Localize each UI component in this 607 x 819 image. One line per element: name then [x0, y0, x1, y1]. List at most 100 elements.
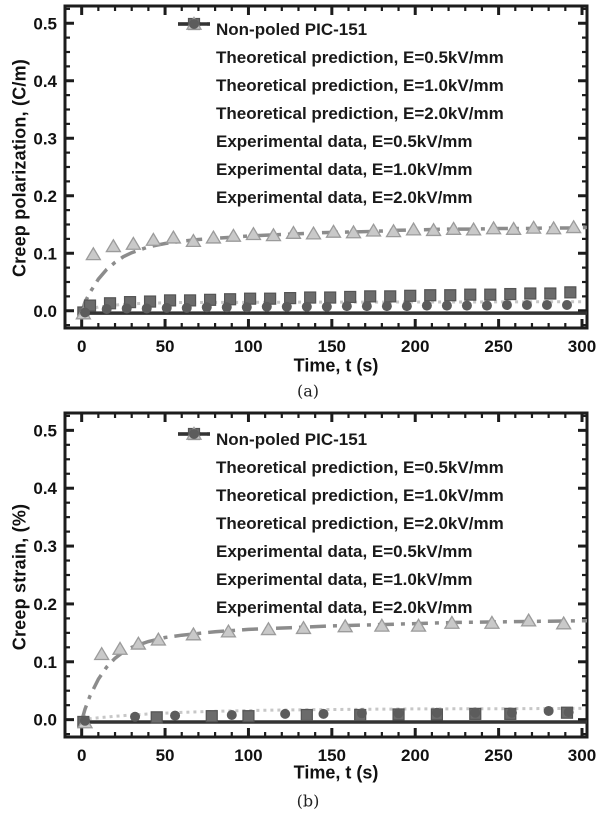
series-5	[80, 300, 572, 318]
square-marker	[384, 290, 397, 303]
triangle-marker	[130, 635, 147, 650]
circle-marker	[281, 301, 292, 312]
circle-marker	[381, 301, 392, 312]
x-tick-label: 250	[484, 337, 512, 356]
series-5	[80, 705, 574, 726]
square-marker-icon	[176, 17, 216, 150]
dotted-line-swatch-icon	[176, 22, 216, 66]
x-tick-label: 150	[318, 746, 346, 765]
legend-entry: Theoretical prediction, E=1.0kV/mm	[176, 432, 504, 510]
tick-labels: 0 50 100 150 200 250 300 0.0 0.1 0.2 0.3 0.4 0.5	[33, 14, 596, 356]
x-tick-label: 150	[318, 337, 346, 356]
square-marker	[324, 291, 337, 304]
legend-title: Non-poled PIC-151	[216, 430, 368, 449]
triangle-marker	[545, 220, 562, 235]
triangle-marker	[337, 618, 354, 633]
triangle-marker	[295, 620, 312, 635]
triangle-marker	[385, 223, 402, 238]
x-axis-label-b: Time, t (s)	[293, 762, 379, 783]
triangle-marker-icon	[176, 426, 216, 588]
triangle-marker	[105, 238, 122, 253]
circle-marker	[201, 302, 212, 313]
x-tick-label: 250	[484, 746, 512, 765]
legend-entry: Theoretical prediction, E=0.5kV/mm	[176, 22, 504, 72]
triangle-marker	[465, 221, 482, 236]
x-tick-label: 100	[234, 337, 262, 356]
chart-a-canvas: 0 50 100 150 200 250 300 0.0 0.1 0.2 0.3 0.4 0.5	[33, 4, 596, 356]
panel-b: 0 50 100 150 200 250 300 0.0 0.1 0.2 0.3 0.4 0.5 Non…	[0, 407, 607, 819]
legend-entry: Theoretical prediction, E=2.0kV/mm	[176, 22, 504, 128]
theory-line	[80, 618, 588, 722]
legend-label: Theoretical prediction, E=2.0kV/mm	[216, 514, 504, 533]
triangle-marker	[220, 623, 237, 638]
y-tick-label: 0.2	[33, 187, 57, 206]
y-tick-label: 0.0	[33, 711, 57, 730]
legend-title-row: Non-poled PIC-151	[176, 426, 504, 454]
triangle-marker	[425, 222, 442, 237]
square-marker	[304, 291, 317, 304]
legend-entry: Theoretical prediction, E=0.5kV/mm	[176, 432, 504, 482]
x-tick-label: 0	[77, 746, 86, 765]
triangle-marker	[85, 246, 102, 261]
triangle-marker	[555, 615, 572, 630]
x-tick-label: 300	[568, 746, 596, 765]
plot-area-1: 0 50 100 150 200 250 300 0.0 0.1 0.2 0.3 0.4 0.5	[33, 411, 596, 765]
y-tick-label: 0.1	[33, 653, 57, 672]
x-tick-label: 200	[401, 337, 429, 356]
y-axis-label-b: Creep strain, (%)	[9, 503, 30, 651]
square-marker	[464, 288, 477, 301]
legend-title-row: Non-poled PIC-151	[176, 16, 504, 44]
legend-label: Experimental data, E=0.5kV/mm	[216, 132, 473, 151]
triangle-marker	[565, 219, 582, 234]
triangle-marker-icon	[176, 16, 216, 178]
circle-marker	[356, 708, 367, 719]
circle-marker	[280, 708, 291, 719]
circle-marker	[301, 301, 312, 312]
circle-marker	[361, 301, 372, 312]
y-tick-label: 0.4	[33, 479, 57, 498]
circle-marker	[130, 711, 141, 722]
triangle-marker	[365, 222, 382, 237]
square-marker	[484, 288, 497, 301]
circle-marker-icon	[176, 19, 216, 206]
square-marker	[344, 290, 357, 304]
x-tick-label: 200	[401, 746, 429, 765]
x-tick-label: 50	[156, 337, 175, 356]
circle-marker	[161, 302, 172, 313]
plot-area-0: 0 50 100 150 200 250 300 0.0 0.1 0.2 0.3 0.4 0.5	[33, 4, 596, 356]
circle-marker	[541, 300, 552, 310]
triangle-marker	[505, 221, 522, 235]
y-tick-label: 0.4	[33, 72, 57, 91]
circle-marker	[101, 304, 112, 315]
square-marker	[444, 289, 457, 302]
triangle-marker	[260, 621, 277, 636]
y-tick-label: 0.3	[33, 129, 57, 148]
circle-marker	[80, 307, 91, 318]
y-tick-label: 0.5	[33, 14, 57, 33]
square-marker	[242, 710, 255, 723]
panel-a-caption: (a)	[296, 381, 320, 401]
square-marker-icon	[176, 427, 216, 560]
triangle-marker	[93, 646, 110, 661]
circle-marker	[421, 300, 432, 311]
tick-labels: 0 50 100 150 200 250 300 0.0 0.1 0.2 0.3 0.4 0.5	[33, 421, 596, 765]
legend-entry: Experimental data, E=0.5kV/mm	[176, 17, 504, 156]
square-marker	[150, 711, 163, 724]
legend-entry: Theoretical prediction, E=1.0kV/mm	[176, 22, 504, 100]
legend-entry: Theoretical prediction, E=2.0kV/mm	[176, 432, 504, 538]
triangle-marker	[145, 232, 162, 246]
square-marker	[544, 287, 557, 300]
circle-marker	[563, 707, 574, 718]
y-tick-label: 0.2	[33, 595, 57, 614]
y-tick-label: 0.5	[33, 421, 57, 440]
dash-dot-line-swatch-icon	[176, 22, 216, 94]
circle-marker	[393, 708, 404, 719]
circle-marker	[470, 707, 481, 718]
triangle-marker	[150, 631, 167, 646]
panel-b-caption: (b)	[296, 791, 320, 811]
y-tick-label: 0.3	[33, 537, 57, 556]
legend-label: Experimental data, E=0.5kV/mm	[216, 542, 473, 561]
legend-label: Experimental data, E=2.0kV/mm	[216, 598, 473, 617]
legend-entry: Experimental data, E=0.5kV/mm	[176, 427, 504, 566]
